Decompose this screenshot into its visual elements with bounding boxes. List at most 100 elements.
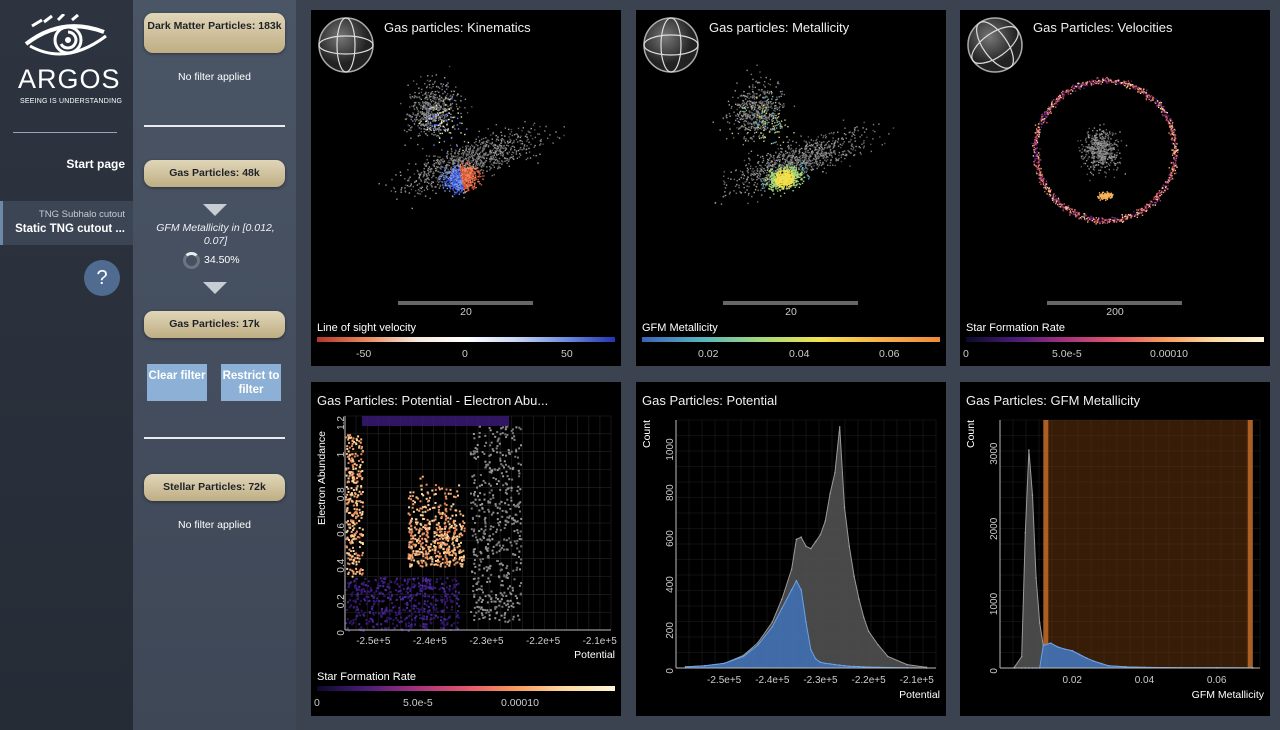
histogram-point [790, 568, 793, 571]
histogram-point [1071, 649, 1073, 652]
y-tick-label: 1000 [665, 438, 676, 461]
histogram-point [771, 621, 774, 623]
x-tick-label: -2.2e+5 [526, 636, 561, 647]
orientation-sphere-icon[interactable] [966, 16, 1024, 74]
colorbar-label: Star Formation Rate [317, 671, 417, 683]
histogram-point [848, 665, 851, 667]
kinematics-scatter-canvas[interactable] [311, 50, 621, 300]
colorbar-tick: 0 [963, 348, 969, 360]
histogram-point [863, 666, 865, 668]
gas-filter-pct-text: 34.50% [204, 254, 240, 266]
colorbar-label: Star Formation Rate [966, 322, 1066, 334]
velocities-panel[interactable]: Gas Particles: Velocities 200 Star Forma… [960, 10, 1270, 366]
potential-electron-scatter[interactable]: 0 0.2 0.4 0.6 0.8 1 1.2 -2.5e+5 -2.4e+5 -2.3e+5 -2… [311, 408, 621, 698]
arrow-down-icon [203, 282, 227, 294]
scale-bar [398, 301, 533, 305]
scale-bar [1047, 301, 1182, 305]
histogram-point [858, 598, 860, 600]
sfr-band [361, 416, 510, 426]
colorbar-tick: 5.0e-5 [1052, 348, 1082, 360]
grid [344, 415, 612, 631]
dark-matter-pill[interactable]: Dark Matter Particles: 183k [144, 13, 285, 53]
metallicity-scatter-canvas[interactable] [636, 50, 946, 300]
histogram-point [1078, 653, 1081, 656]
colorbar-tick: 0.06 [879, 348, 900, 360]
histogram-point [906, 663, 908, 666]
histogram-point [795, 579, 798, 582]
clear-filter-button[interactable]: Clear filter [147, 364, 207, 401]
progress-ring-icon [183, 251, 200, 269]
potential-histogram-panel[interactable]: Gas Particles: Potential 0 200 400 600 800 10… [636, 382, 946, 716]
scale-bar-label: 20 [460, 306, 472, 318]
argos-logo[interactable]: ARGOS SEEING IS UNDERSTANDING [14, 12, 122, 112]
velocity-colorbar [317, 337, 615, 342]
scale-bar-label: 20 [785, 306, 797, 318]
histogram-point [1057, 646, 1059, 648]
x-tick-label: -2.1e+5 [900, 675, 935, 686]
histogram-point [838, 426, 841, 428]
histogram-point [863, 616, 865, 619]
histogram-point [887, 655, 889, 658]
gas-particles-pill[interactable]: Gas Particles: 48k [144, 160, 285, 187]
histogram-point [1085, 657, 1088, 659]
colorbar-tick: 0.00010 [501, 697, 539, 709]
histogram-point [1028, 449, 1030, 451]
nav-item-tng-cutout[interactable]: TNG Subhalo cutout Static TNG cutout ... [0, 201, 133, 245]
histogram-point [843, 664, 846, 667]
nav-item-sublabel: TNG Subhalo cutout [38, 209, 125, 220]
histogram-point [1064, 648, 1066, 650]
gfm-metallicity-histogram-panel[interactable]: Gas Particles: GFM Metallicity 0 1000 2000… [960, 382, 1270, 716]
restrict-to-filter-button[interactable]: Restrict to filter [221, 364, 281, 401]
histogram-point [867, 630, 870, 633]
histogram-point [838, 664, 841, 666]
start-page-link[interactable]: Start page [66, 157, 125, 171]
series-selection [684, 579, 928, 669]
histogram-point [742, 655, 745, 658]
potential-electron-panel[interactable]: Gas Particles: Potential - Electron Abu.… [311, 382, 621, 716]
y-tick-label: 0.4 [336, 558, 347, 572]
histogram-point [858, 665, 860, 668]
y-tick-label: 1.2 [336, 416, 347, 430]
gas-result-pill[interactable]: Gas Particles: 17k [144, 311, 285, 338]
y-tick-label: 1 [336, 451, 347, 457]
metallicity-panel[interactable]: Gas particles: Metallicity 20 GFM Metall… [636, 10, 946, 366]
dm-filter-status: No filter applied [178, 71, 251, 83]
y-tick-label: 0.6 [336, 523, 347, 537]
kinematics-panel[interactable]: Gas particles: Kinematics 20 Line of sig… [311, 10, 621, 366]
orientation-sphere-icon[interactable] [317, 16, 375, 74]
histogram-point [790, 589, 793, 591]
help-button[interactable]: ? [84, 260, 120, 296]
x-tick-label: 0.02 [1062, 675, 1082, 686]
histogram-point [723, 662, 725, 665]
filter-panel: Dark Matter Particles: 183k No filter ap… [133, 0, 296, 730]
histogram-point [810, 648, 812, 651]
histogram-point [800, 536, 802, 538]
y-tick-label: 0.2 [336, 594, 347, 608]
arrow-down-icon [203, 204, 227, 216]
filter-separator [144, 437, 285, 439]
orientation-sphere-icon[interactable] [642, 16, 700, 74]
gas-filter-description: GFM Metallicity in [0.012, 0.07] [156, 222, 275, 247]
histogram-point [1125, 666, 1128, 668]
particle-cloud [412, 90, 470, 154]
velocities-scatter-canvas[interactable] [960, 50, 1270, 300]
panel-title: Gas Particles: Potential [642, 393, 778, 408]
stellar-particles-pill[interactable]: Stellar Particles: 72k [144, 474, 285, 501]
y-tick-label: 1000 [989, 592, 1000, 615]
histogram-point [843, 506, 846, 509]
scale-bar-label: 200 [1106, 306, 1124, 318]
colorbar-label: Line of sight velocity [317, 322, 417, 334]
potential-histogram[interactable]: 0 200 400 600 800 1000 -2.5e+5 -2.4e+5 -2.3e+5 -2… [636, 412, 946, 712]
x-tick-label: -2.3e+5 [803, 675, 838, 686]
selection-handle-left[interactable] [1043, 420, 1049, 668]
selection-handle-right[interactable] [1247, 420, 1253, 668]
scatter-cluster-unselected [469, 425, 523, 623]
eye-logo-icon [24, 14, 107, 56]
logo-text: ARGOS [18, 64, 121, 94]
histogram-point [829, 663, 831, 665]
y-tick-label: 0 [665, 668, 676, 674]
selection-range[interactable] [1043, 420, 1253, 668]
histogram-point [1049, 642, 1052, 644]
gfm-metallicity-histogram[interactable]: 0 1000 2000 3000 0.02 0.04 0.06 GFM Metallicity… [960, 412, 1270, 712]
histogram-point [824, 520, 827, 522]
